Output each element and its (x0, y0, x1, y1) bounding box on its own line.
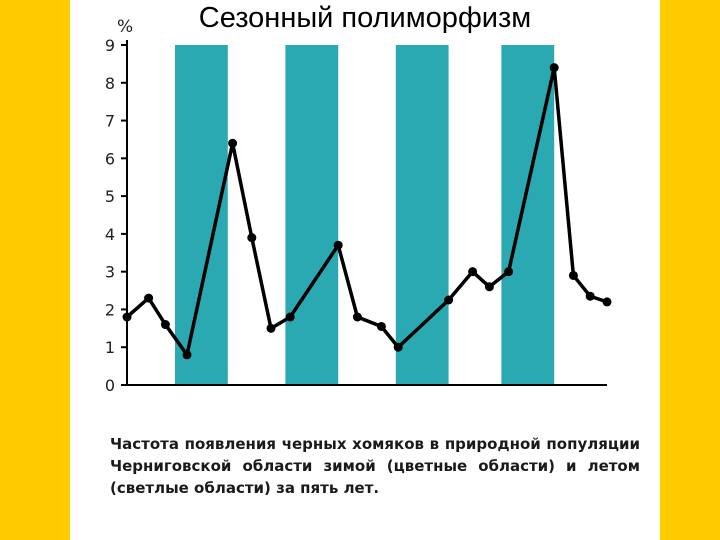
data-point (182, 350, 192, 360)
y-tick-label-9: 9 (105, 36, 115, 55)
data-point (568, 270, 578, 280)
y-axis-label: % (117, 17, 133, 37)
y-tick-labels: 0 1 2 3 4 5 6 7 8 9 (105, 36, 127, 395)
y-tick-label-3: 3 (105, 263, 115, 282)
winter-band-2 (285, 45, 339, 385)
winter-band-1 (175, 45, 228, 385)
line-chart: 0 1 2 3 4 5 6 7 8 9 % (105, 17, 612, 395)
y-tick-label-0: 0 (105, 376, 115, 395)
season-bands (175, 45, 555, 385)
slide: Сезонный полиморфизм 0 1 2 3 4 5 6 7 8 9 % Частот… (70, 0, 660, 540)
winter-band-3 (395, 45, 449, 385)
data-point (504, 267, 514, 277)
y-tick-label-7: 7 (105, 112, 115, 131)
data-point (285, 312, 295, 322)
data-point (144, 293, 154, 303)
data-point (352, 312, 362, 322)
data-point (393, 342, 403, 352)
slide-title: Сезонный полиморфизм (198, 2, 532, 34)
data-point (247, 233, 257, 243)
data-point (160, 320, 170, 330)
data-point (228, 138, 238, 148)
data-point (602, 297, 612, 307)
y-tick-label-5: 5 (105, 187, 115, 206)
data-point (549, 63, 559, 73)
data-point (468, 267, 478, 277)
y-tick-label-2: 2 (105, 300, 115, 319)
y-tick-label-8: 8 (105, 74, 115, 93)
data-point (122, 312, 132, 322)
data-point (484, 282, 494, 292)
chart-axes (126, 40, 607, 386)
y-tick-label-1: 1 (105, 338, 115, 357)
figure-caption: Частота появления черных хомяков в приро… (110, 435, 640, 497)
data-point (333, 240, 343, 250)
data-point (376, 321, 386, 331)
y-tick-label-4: 4 (105, 225, 115, 244)
series-line-1 (125, 65, 608, 357)
data-series (122, 63, 612, 360)
data-point (444, 295, 454, 305)
y-tick-label-6: 6 (105, 149, 115, 168)
data-point (266, 323, 276, 333)
data-point (585, 291, 595, 301)
